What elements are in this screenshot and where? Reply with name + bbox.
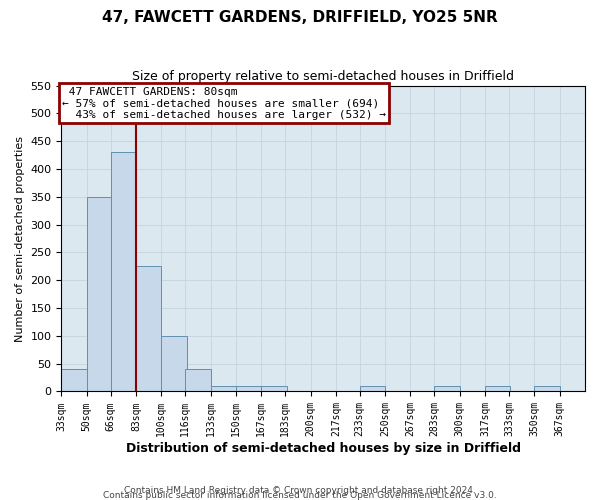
Bar <box>236 386 261 392</box>
Bar <box>161 336 187 392</box>
Bar <box>534 386 560 392</box>
Bar <box>485 386 511 392</box>
Text: 47, FAWCETT GARDENS, DRIFFIELD, YO25 5NR: 47, FAWCETT GARDENS, DRIFFIELD, YO25 5NR <box>102 10 498 25</box>
Text: Contains HM Land Registry data © Crown copyright and database right 2024.: Contains HM Land Registry data © Crown c… <box>124 486 476 495</box>
Text: Contains public sector information licensed under the Open Government Licence v3: Contains public sector information licen… <box>103 491 497 500</box>
Bar <box>261 386 287 392</box>
Bar <box>360 386 385 392</box>
Bar <box>185 369 211 392</box>
Y-axis label: Number of semi-detached properties: Number of semi-detached properties <box>15 136 25 342</box>
Bar <box>211 386 236 392</box>
X-axis label: Distribution of semi-detached houses by size in Driffield: Distribution of semi-detached houses by … <box>126 442 521 455</box>
Bar <box>434 386 460 392</box>
Bar <box>136 266 161 392</box>
Bar <box>87 197 112 392</box>
Bar <box>61 369 87 392</box>
Text: 47 FAWCETT GARDENS: 80sqm
← 57% of semi-detached houses are smaller (694)
  43% : 47 FAWCETT GARDENS: 80sqm ← 57% of semi-… <box>62 86 386 120</box>
Bar <box>110 152 136 392</box>
Title: Size of property relative to semi-detached houses in Driffield: Size of property relative to semi-detach… <box>132 70 514 83</box>
